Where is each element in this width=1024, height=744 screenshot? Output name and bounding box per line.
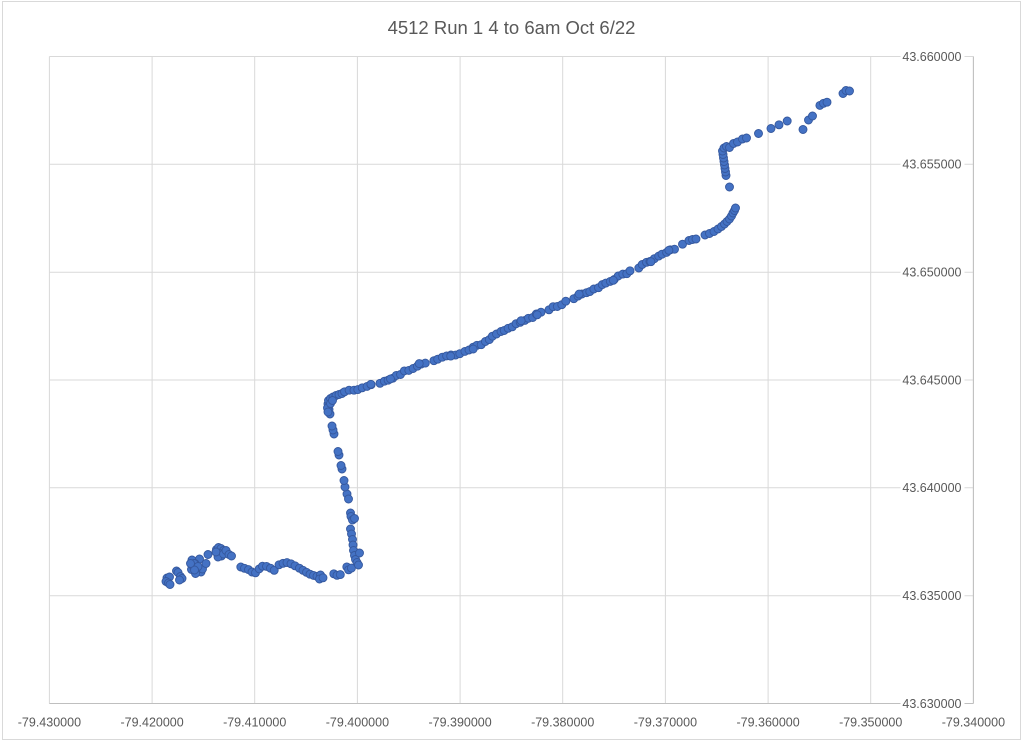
svg-text:-79.370000: -79.370000 [634, 716, 697, 730]
svg-text:-79.390000: -79.390000 [428, 716, 491, 730]
svg-text:-79.430000: -79.430000 [18, 716, 81, 730]
svg-text:43.640000: 43.640000 [902, 481, 961, 495]
svg-text:4512 Run 1 4 to 6am Oct 6/22: 4512 Run 1 4 to 6am Oct 6/22 [388, 17, 636, 38]
svg-text:-79.360000: -79.360000 [736, 716, 799, 730]
svg-text:43.655000: 43.655000 [902, 158, 961, 172]
svg-text:-79.420000: -79.420000 [120, 716, 183, 730]
svg-text:43.635000: 43.635000 [902, 589, 961, 603]
svg-text:-79.380000: -79.380000 [531, 716, 594, 730]
svg-text:43.660000: 43.660000 [902, 50, 961, 64]
svg-text:-79.350000: -79.350000 [839, 716, 902, 730]
svg-text:-79.410000: -79.410000 [223, 716, 286, 730]
svg-text:-79.340000: -79.340000 [942, 716, 1005, 730]
svg-text:43.630000: 43.630000 [902, 697, 961, 711]
svg-text:43.645000: 43.645000 [902, 373, 961, 387]
svg-text:-79.400000: -79.400000 [326, 716, 389, 730]
svg-text:43.650000: 43.650000 [902, 266, 961, 280]
